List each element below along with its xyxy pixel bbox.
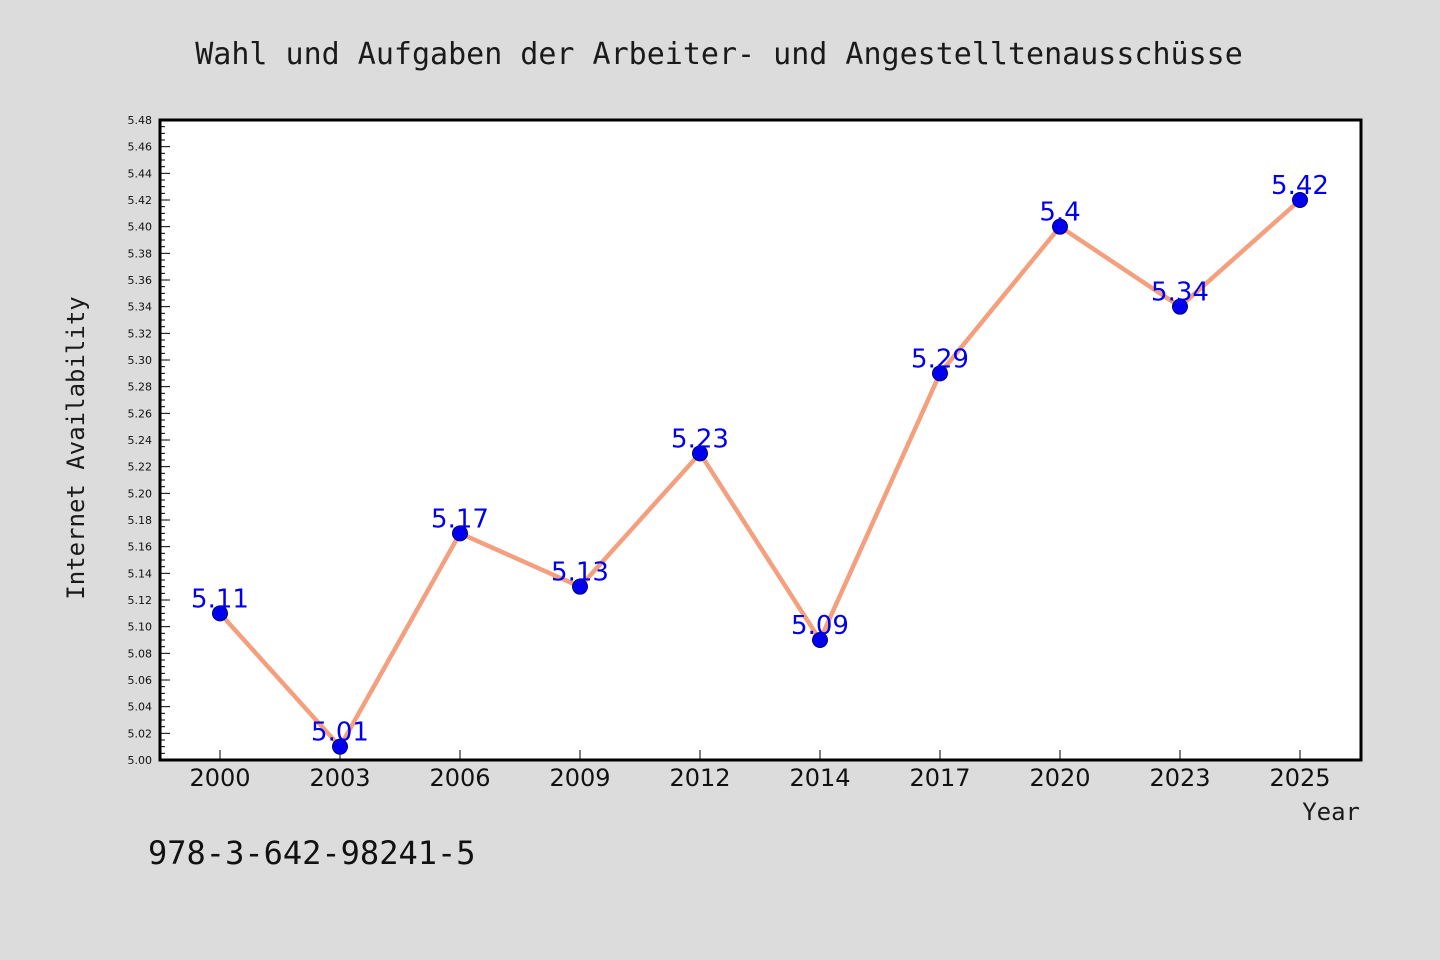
x-tick-label: 2020 [1029, 764, 1090, 792]
y-tick-label: 5.08 [128, 647, 153, 660]
data-label: 5.42 [1271, 171, 1329, 201]
y-tick-label: 5.32 [128, 327, 153, 340]
y-tick-label: 5.46 [128, 141, 153, 154]
data-point [692, 445, 708, 462]
y-tick-label: 5.38 [128, 247, 153, 260]
y-tick-label: 5.22 [128, 461, 153, 474]
y-tick-label: 5.14 [128, 567, 153, 580]
data-label: 5.29 [911, 344, 969, 374]
x-tick-label: 2023 [1149, 764, 1210, 792]
y-tick-label: 5.42 [128, 194, 153, 207]
x-axis-label: Year [1302, 798, 1360, 826]
y-tick-label: 5.28 [128, 381, 153, 394]
series-layer: 5.11 5.01 5.17 5.13 5.23 5.09 5.29 5.4 5.34 5.42 [191, 171, 1329, 755]
y-tick-label: 5.10 [128, 621, 153, 634]
x-tick-label: 2009 [549, 764, 610, 792]
data-point [212, 605, 228, 622]
y-tick-label: 5.02 [128, 727, 153, 740]
y-tick-label: 5.34 [128, 301, 153, 314]
x-tick-label: 2025 [1269, 764, 1330, 792]
y-axis-label: Internet Availability [62, 296, 90, 599]
data-label: 5.23 [671, 424, 729, 454]
chart-title: Wahl und Aufgaben der Arbeiter- und Ange… [195, 37, 1243, 72]
x-axis-ticks: 2000 2003 2006 2009 2012 2014 2017 2020 2023 2025 [189, 750, 1331, 792]
data-point [572, 578, 588, 595]
y-tick-label: 5.16 [128, 541, 153, 554]
data-point [932, 365, 948, 382]
y-tick-label: 5.06 [128, 674, 153, 687]
plot-area [158, 118, 1363, 762]
data-label: 5.34 [1151, 278, 1209, 308]
y-tick-label: 5.44 [128, 167, 153, 180]
data-label: 5.01 [311, 718, 369, 748]
data-label: 5.09 [791, 611, 849, 641]
x-tick-label: 2006 [429, 764, 490, 792]
y-tick-label: 5.18 [128, 514, 153, 527]
data-point [332, 738, 348, 755]
y-tick-label: 5.12 [128, 594, 153, 607]
y-tick-label: 5.24 [128, 434, 153, 447]
y-tick-label: 5.30 [128, 354, 153, 367]
data-point [812, 632, 828, 648]
footer-code: 978-3-642-98241-5 [148, 834, 476, 872]
y-tick-label: 5.26 [128, 407, 153, 420]
y-tick-label: 5.48 [128, 114, 153, 127]
y-tick-label: 5.40 [128, 221, 153, 234]
data-label: 5.4 [1039, 198, 1080, 228]
x-tick-label: 2017 [909, 764, 970, 792]
series-line [218, 198, 1302, 749]
data-label: 5.17 [431, 504, 489, 534]
data-point [1292, 192, 1308, 208]
x-tick-label: 2000 [189, 764, 250, 792]
data-point [1172, 298, 1188, 315]
y-tick-label: 5.36 [128, 274, 153, 287]
data-point [1052, 218, 1068, 235]
x-tick-label: 2003 [309, 764, 370, 792]
data-point [452, 525, 468, 542]
y-tick-label: 5.00 [128, 754, 153, 767]
y-tick-label: 5.20 [128, 487, 153, 500]
x-tick-label: 2012 [669, 764, 730, 792]
x-tick-label: 2014 [789, 764, 850, 792]
data-label: 5.11 [191, 584, 249, 614]
data-label: 5.13 [551, 558, 609, 588]
y-tick-label: 5.04 [128, 701, 153, 714]
y-axis-ticks: 5.00 5.02 5.04 5.06 5.08 5.10 5.12 5.14 5.16 5.18… [128, 114, 170, 767]
